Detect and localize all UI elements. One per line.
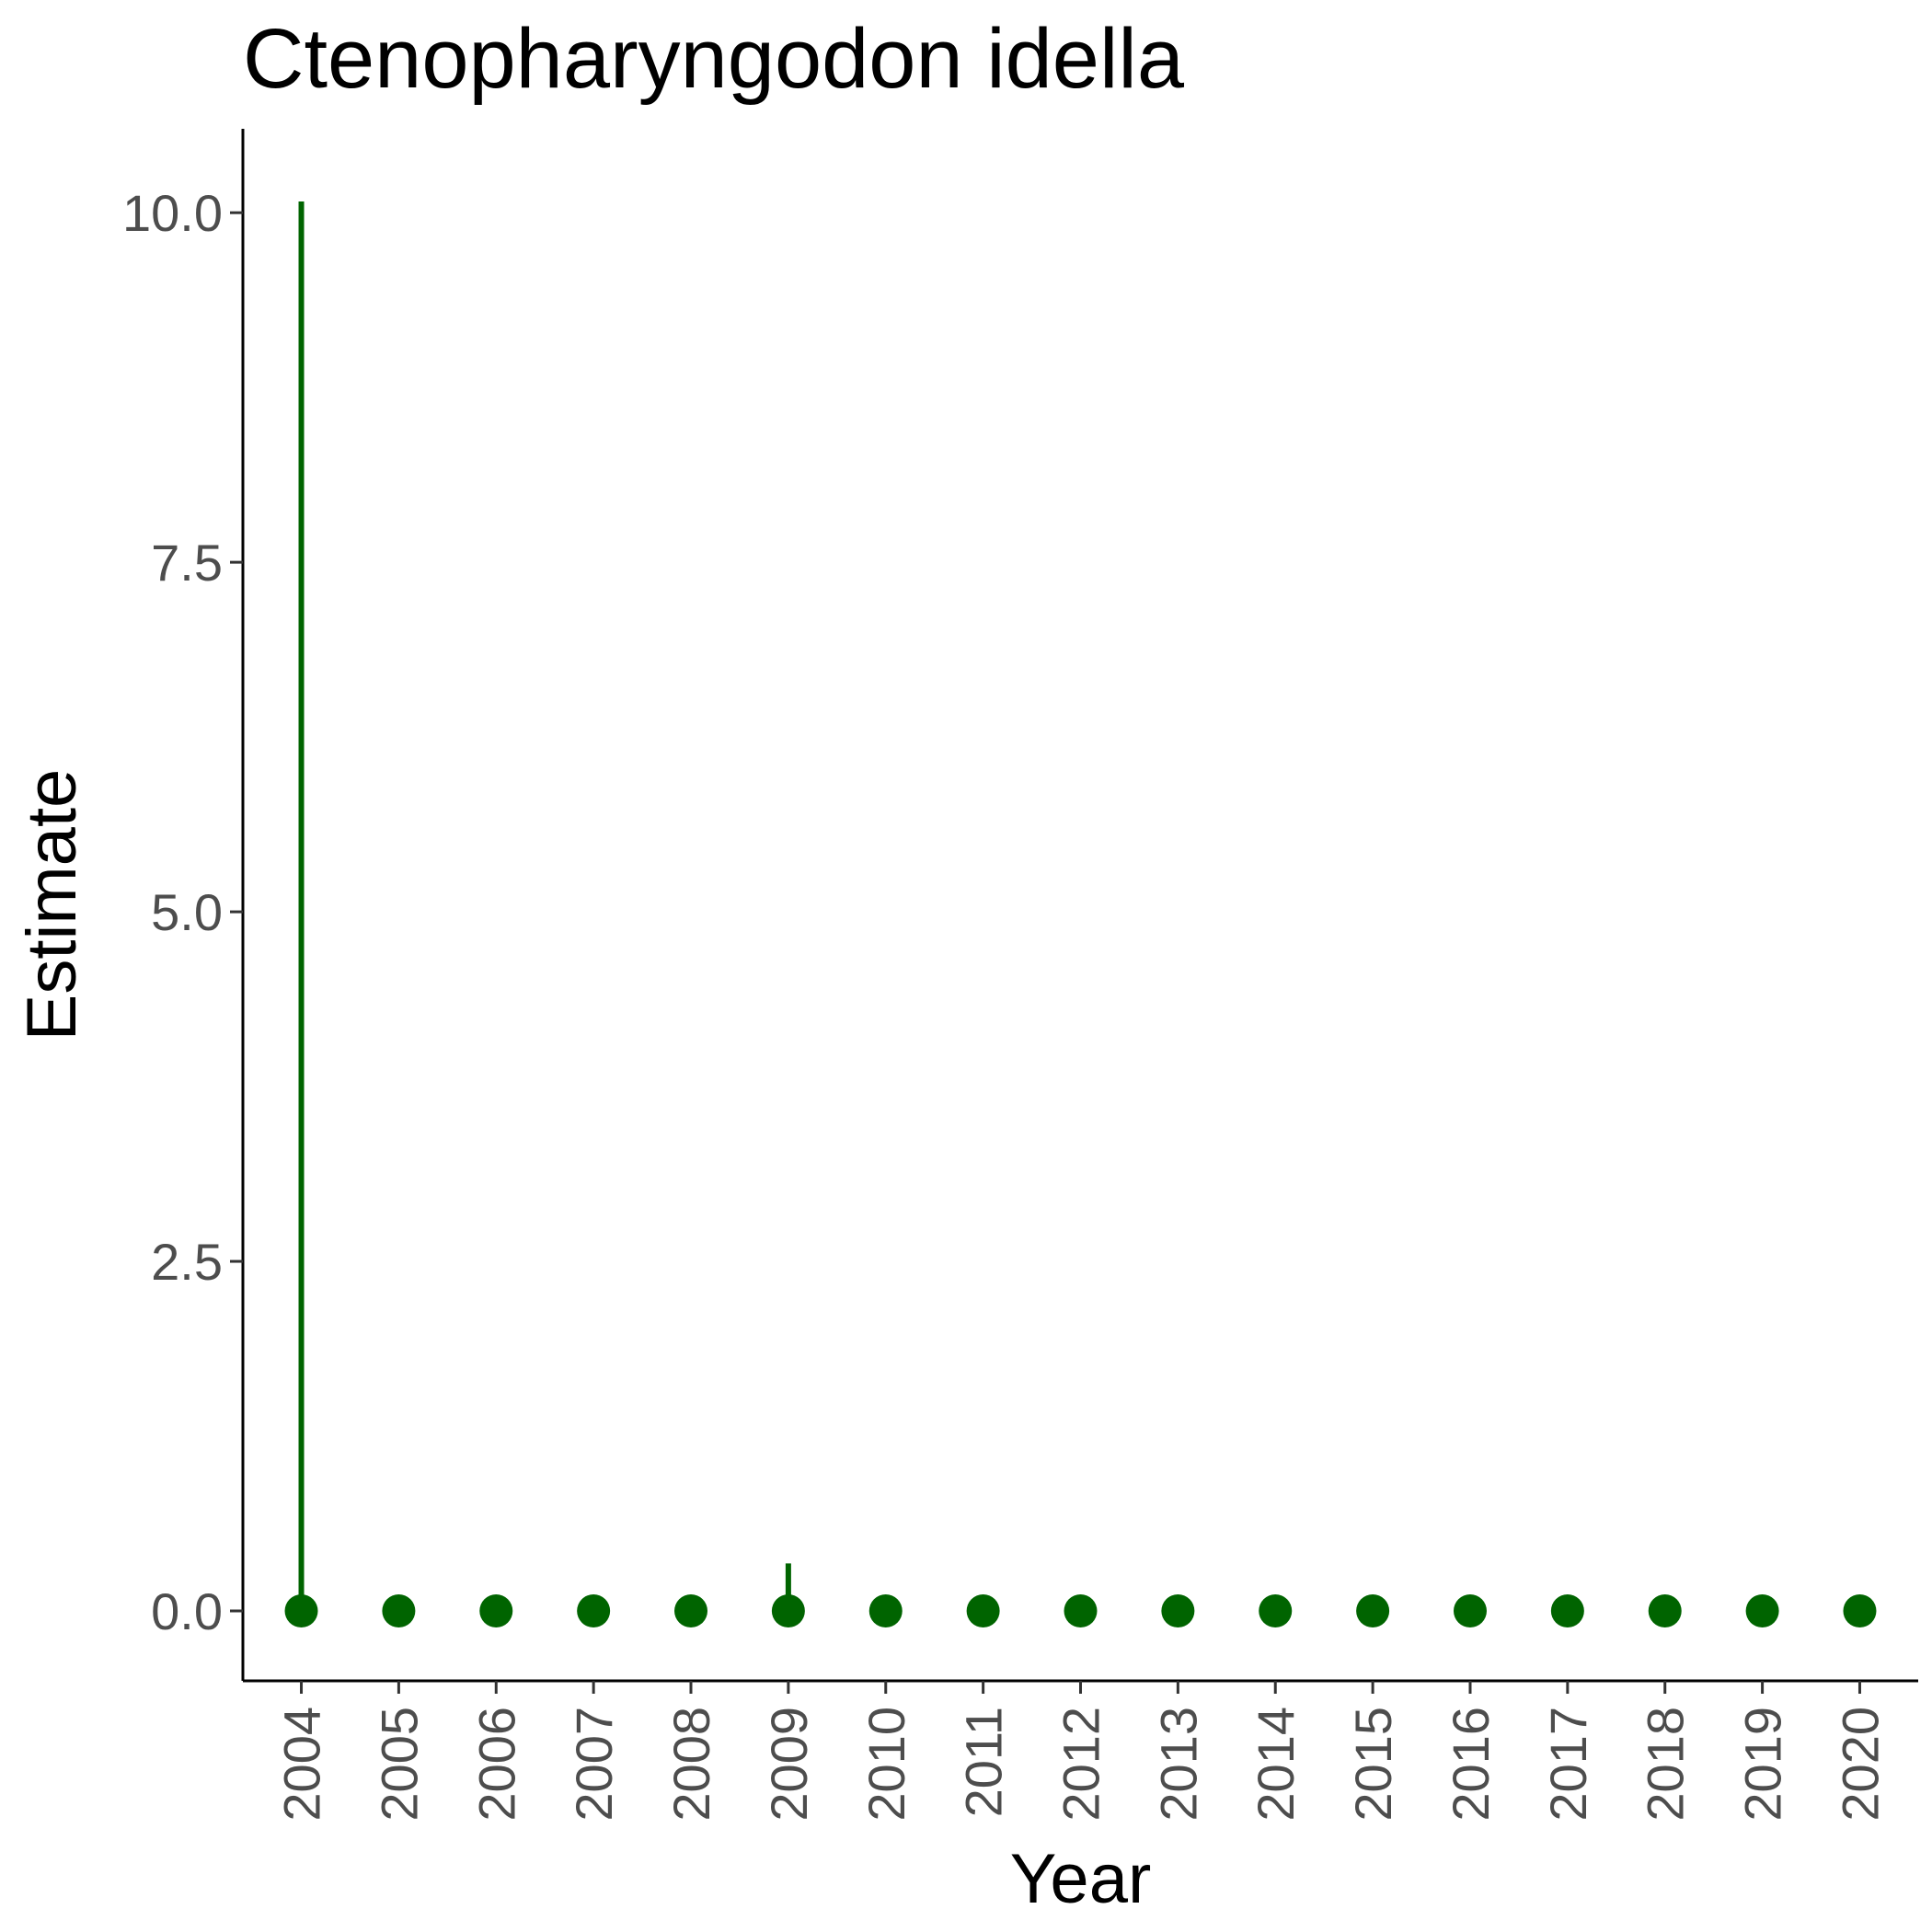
data-point bbox=[577, 1594, 611, 1628]
data-point bbox=[382, 1594, 416, 1628]
data-point bbox=[1843, 1594, 1877, 1628]
data-point bbox=[1161, 1594, 1195, 1628]
y-axis-ticks: 0.0 2.5 5.0 7.5 10.0 bbox=[122, 184, 243, 1640]
data-point bbox=[1745, 1594, 1779, 1628]
data-point bbox=[1064, 1594, 1098, 1628]
x-tick-label: 2004 bbox=[273, 1707, 331, 1822]
data-point bbox=[1259, 1594, 1293, 1628]
y-tick-label: 10.0 bbox=[122, 184, 223, 242]
x-axis-ticks: 2004 2005 2006 2007 2008 2009 2010 2011 2012 2013… bbox=[273, 1681, 1889, 1822]
data-point bbox=[868, 1594, 903, 1628]
x-tick-label: 2011 bbox=[955, 1707, 1013, 1817]
data-point bbox=[1356, 1594, 1390, 1628]
x-tick-label: 2017 bbox=[1539, 1707, 1597, 1822]
y-axis-title: Estimate bbox=[13, 769, 91, 1041]
x-tick-label: 2009 bbox=[760, 1707, 818, 1822]
error-bars bbox=[298, 201, 791, 1612]
x-tick-label: 2012 bbox=[1052, 1707, 1110, 1822]
data-point bbox=[674, 1594, 708, 1628]
x-tick-label: 2006 bbox=[467, 1707, 525, 1822]
x-tick-label: 2013 bbox=[1149, 1707, 1207, 1822]
x-tick-label: 2007 bbox=[565, 1707, 623, 1822]
data-point bbox=[966, 1594, 1000, 1628]
data-point bbox=[1550, 1594, 1584, 1628]
x-tick-label: 2015 bbox=[1344, 1707, 1402, 1822]
data-point bbox=[1453, 1594, 1487, 1628]
data-point bbox=[479, 1594, 513, 1628]
data-point bbox=[284, 1594, 318, 1628]
x-tick-label: 2019 bbox=[1734, 1707, 1792, 1822]
data-point bbox=[1648, 1594, 1682, 1628]
data-points bbox=[284, 1594, 1877, 1628]
y-tick-label: 0.0 bbox=[151, 1582, 223, 1640]
x-tick-label: 2016 bbox=[1442, 1707, 1500, 1822]
y-tick-label: 2.5 bbox=[151, 1233, 223, 1291]
chart-title: Ctenopharyngodon idella bbox=[243, 12, 1185, 106]
x-tick-label: 2010 bbox=[857, 1707, 915, 1822]
y-tick-label: 5.0 bbox=[151, 883, 223, 941]
x-axis-title: Year bbox=[1010, 1840, 1152, 1918]
x-tick-label: 2014 bbox=[1247, 1707, 1305, 1822]
x-tick-label: 2008 bbox=[662, 1707, 720, 1822]
x-tick-label: 2020 bbox=[1831, 1707, 1889, 1822]
data-point bbox=[771, 1594, 805, 1628]
x-tick-label: 2005 bbox=[370, 1707, 428, 1822]
y-tick-label: 7.5 bbox=[151, 534, 223, 592]
x-tick-label: 2018 bbox=[1637, 1707, 1695, 1822]
